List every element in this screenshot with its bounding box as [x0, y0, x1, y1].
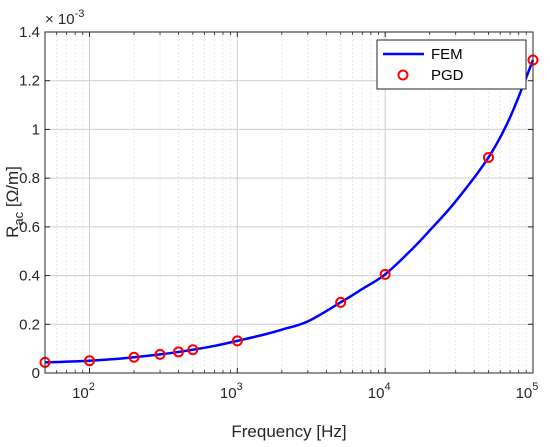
y-tick-label: 0.6 — [19, 219, 40, 236]
tick-marks — [45, 31, 534, 374]
x-tick-label: 105 — [516, 381, 539, 402]
y-tick-label: 0.2 — [19, 316, 40, 333]
x-tick-labels: 102 103 104 105 — [72, 381, 538, 402]
x-tick-label-base: 10 — [516, 385, 533, 402]
y-tick-label: 0.8 — [19, 170, 40, 187]
data-point-pgd — [154, 348, 166, 360]
data-point-pgd — [173, 346, 185, 358]
y-tick-label: 0 — [32, 365, 40, 382]
x-tick-label: 102 — [72, 381, 95, 402]
legend-box — [376, 39, 527, 90]
y-axis-label-main: R — [3, 226, 22, 238]
legend-label-pgd: PGD — [431, 67, 464, 84]
legend-marker-pgd — [397, 69, 409, 81]
y-axis-label-unit: [Ω/m] — [3, 166, 22, 212]
x-tick-label-exponent: 5 — [532, 381, 538, 393]
y-tick-label: 1.2 — [19, 73, 40, 90]
major-grid — [45, 32, 534, 373]
series-layer — [39, 54, 539, 368]
legend: FEM PGD — [376, 39, 527, 90]
x-tick-label: 103 — [220, 381, 243, 402]
data-point-pgd — [231, 335, 243, 347]
y-tick-labels: 0 0.2 0.4 0.6 0.8 1 1.2 1.4 — [19, 24, 40, 382]
y-exponent-base: × 10 — [45, 11, 75, 28]
x-tick-label-exponent: 2 — [89, 381, 95, 393]
data-point-pgd — [482, 151, 494, 163]
series-line-fem — [44, 59, 535, 364]
x-tick-label-base: 10 — [220, 385, 237, 402]
y-axis-label-subscript: ac — [11, 211, 26, 225]
y-axis-label: Rac [Ω/m] — [3, 166, 26, 238]
data-point-pgd — [84, 355, 96, 367]
x-axis-label: Frequency [Hz] — [231, 422, 346, 441]
data-point-pgd — [128, 351, 140, 363]
plot-frame — [44, 31, 534, 374]
data-point-pgd — [379, 268, 391, 280]
x-tick-label-exponent: 3 — [237, 381, 243, 393]
x-tick-label-base: 10 — [368, 385, 385, 402]
x-tick-label-base: 10 — [72, 385, 89, 402]
data-point-pgd — [187, 344, 199, 356]
y-exponent-label: × 10-3 — [45, 8, 84, 28]
y-tick-label: 1 — [32, 121, 40, 138]
y-tick-label: 0.4 — [19, 268, 40, 285]
legend-label-fem: FEM — [431, 46, 463, 63]
x-tick-label-exponent: 4 — [384, 381, 390, 393]
x-tick-label: 104 — [368, 381, 391, 402]
y-exponent-power: -3 — [75, 8, 85, 20]
y-tick-label: 1.4 — [19, 24, 40, 41]
data-point-pgd — [335, 296, 347, 308]
